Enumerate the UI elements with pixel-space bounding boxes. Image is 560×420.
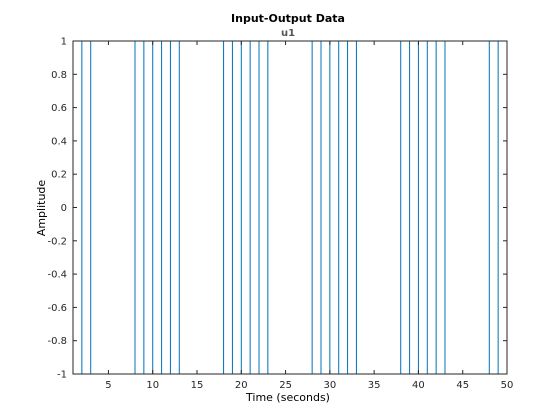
x-tick-label: 25 bbox=[279, 380, 292, 391]
series-line-u1 bbox=[73, 40, 507, 375]
x-tick-label: 15 bbox=[191, 380, 204, 391]
x-tick-label: 40 bbox=[412, 380, 425, 391]
x-axis-ticks: 5 10 15 20 25 30 35 40 45 50 bbox=[105, 41, 513, 391]
x-tick-label: 10 bbox=[146, 380, 159, 391]
x-axis-label: Time (seconds) bbox=[245, 391, 330, 404]
y-tick-label: 0.2 bbox=[51, 170, 67, 181]
y-tick-label: -0.8 bbox=[47, 336, 67, 347]
x-tick-label: 20 bbox=[235, 380, 248, 391]
y-tick-label: 0 bbox=[61, 203, 67, 214]
x-tick-label: 35 bbox=[368, 380, 381, 391]
x-tick-label: 50 bbox=[501, 380, 514, 391]
y-tick-label: -0.2 bbox=[47, 236, 67, 247]
y-tick-label: 0.6 bbox=[51, 103, 67, 114]
chart-subtitle: u1 bbox=[281, 28, 295, 39]
y-tick-label: -0.6 bbox=[47, 303, 67, 314]
axes-box bbox=[72, 40, 508, 375]
y-tick-label: 0.4 bbox=[51, 136, 67, 147]
y-tick-label: 1 bbox=[61, 37, 67, 48]
y-tick-label: 0.8 bbox=[51, 70, 67, 81]
y-axis-label: Amplitude bbox=[35, 180, 48, 237]
x-tick-label: 5 bbox=[105, 380, 111, 391]
x-tick-label: 45 bbox=[456, 380, 469, 391]
y-tick-label: -1 bbox=[57, 370, 67, 381]
y-axis-ticks: -1 -0.8 -0.6 -0.4 -0.2 0 0.2 0.4 0.6 0.8 1 bbox=[47, 37, 507, 381]
plot-area: -1 -0.8 -0.6 -0.4 -0.2 0 0.2 0.4 0.6 0.8 1 5 10 15 20… bbox=[47, 37, 513, 392]
y-tick-label: -0.4 bbox=[47, 270, 67, 281]
x-tick-label: 30 bbox=[323, 380, 336, 391]
chart-title: Input-Output Data bbox=[231, 12, 345, 25]
